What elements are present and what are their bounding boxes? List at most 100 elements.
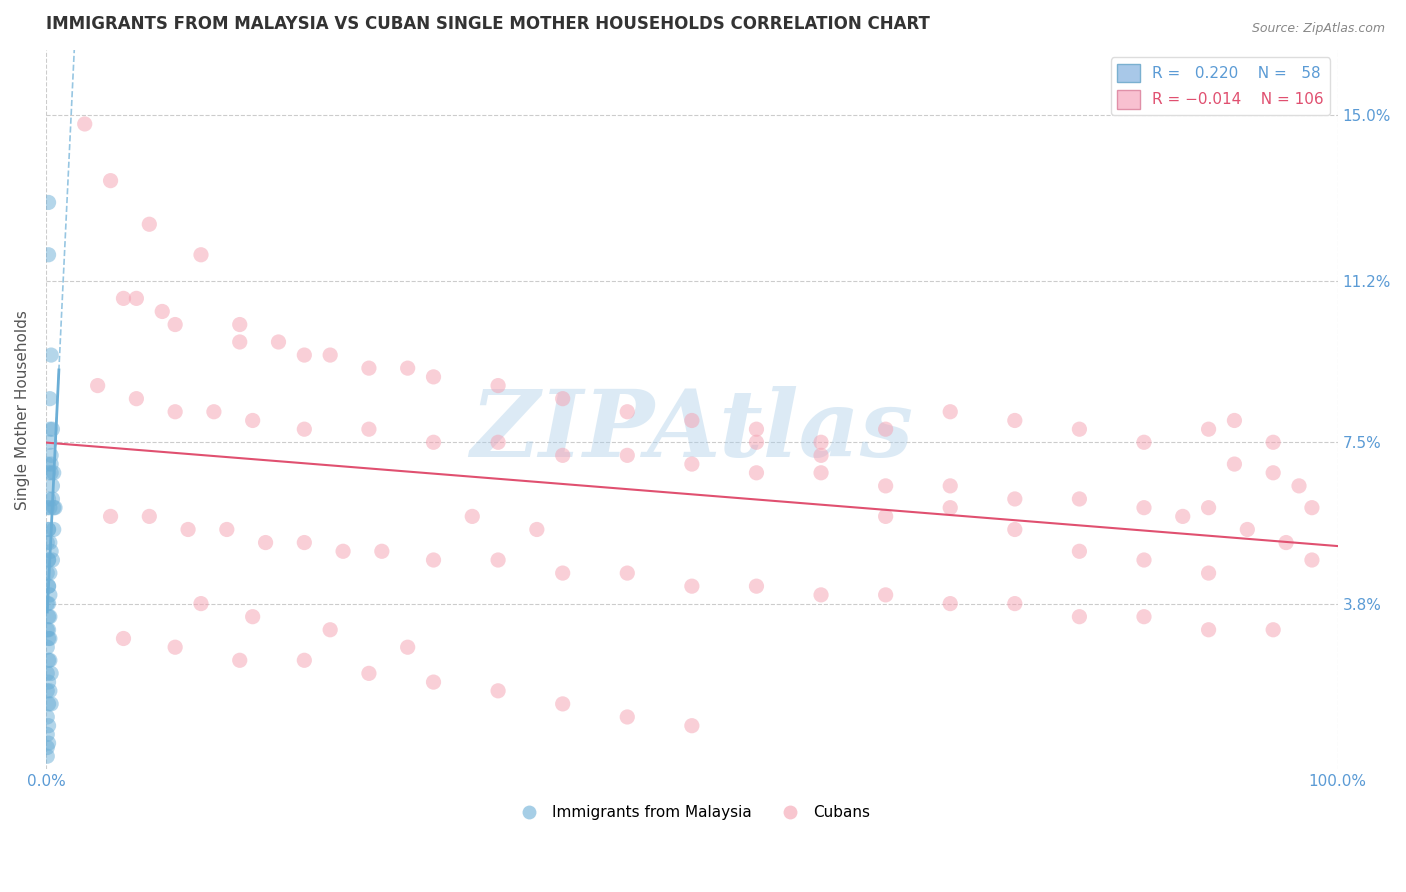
Point: [215, 523, 238, 537]
Point: [37, 683, 59, 698]
Point: [616, 566, 638, 580]
Point: [1069, 422, 1091, 436]
Point: [38, 675, 60, 690]
Point: [138, 509, 160, 524]
Point: [41, 422, 63, 436]
Point: [38, 632, 60, 646]
Point: [38, 588, 60, 602]
Y-axis label: Single Mother Households: Single Mother Households: [15, 310, 30, 509]
Point: [1236, 523, 1258, 537]
Point: [38, 719, 60, 733]
Point: [41, 553, 63, 567]
Point: [39, 697, 62, 711]
Point: [422, 675, 444, 690]
Point: [1198, 623, 1220, 637]
Point: [42, 523, 65, 537]
Point: [1288, 479, 1310, 493]
Point: [37, 566, 59, 580]
Point: [38, 535, 60, 549]
Point: [875, 479, 897, 493]
Point: [1171, 509, 1194, 524]
Point: [38, 466, 60, 480]
Point: [190, 248, 212, 262]
Point: [125, 292, 148, 306]
Point: [875, 509, 897, 524]
Point: [267, 334, 290, 349]
Point: [332, 544, 354, 558]
Point: [461, 509, 484, 524]
Legend: Immigrants from Malaysia, Cubans: Immigrants from Malaysia, Cubans: [508, 799, 876, 826]
Point: [37, 597, 59, 611]
Point: [37, 749, 59, 764]
Point: [37, 727, 59, 741]
Point: [745, 579, 768, 593]
Point: [551, 566, 574, 580]
Point: [42, 466, 65, 480]
Point: [38, 523, 60, 537]
Point: [38, 566, 60, 580]
Point: [38, 392, 60, 406]
Point: [357, 666, 380, 681]
Point: [38, 736, 60, 750]
Point: [37, 500, 59, 515]
Point: [1275, 535, 1298, 549]
Point: [1263, 435, 1285, 450]
Point: [1198, 422, 1220, 436]
Point: [371, 544, 394, 558]
Point: [38, 553, 60, 567]
Point: [38, 653, 60, 667]
Point: [1198, 500, 1220, 515]
Point: [422, 435, 444, 450]
Point: [810, 466, 832, 480]
Point: [39, 457, 62, 471]
Point: [38, 248, 60, 262]
Point: [745, 435, 768, 450]
Point: [486, 683, 509, 698]
Point: [38, 623, 60, 637]
Point: [1223, 457, 1246, 471]
Point: [38, 609, 60, 624]
Point: [1133, 435, 1156, 450]
Point: [939, 479, 962, 493]
Point: [292, 348, 315, 362]
Point: [357, 422, 380, 436]
Point: [37, 710, 59, 724]
Point: [229, 318, 252, 332]
Point: [616, 710, 638, 724]
Text: IMMIGRANTS FROM MALAYSIA VS CUBAN SINGLE MOTHER HOUSEHOLDS CORRELATION CHART: IMMIGRANTS FROM MALAYSIA VS CUBAN SINGLE…: [46, 15, 929, 33]
Point: [242, 609, 264, 624]
Point: [100, 174, 122, 188]
Point: [292, 422, 315, 436]
Point: [396, 640, 419, 655]
Point: [165, 318, 187, 332]
Point: [681, 413, 703, 427]
Point: [41, 491, 63, 506]
Point: [38, 500, 60, 515]
Point: [1198, 566, 1220, 580]
Point: [1223, 413, 1246, 427]
Point: [125, 392, 148, 406]
Point: [38, 632, 60, 646]
Point: [38, 579, 60, 593]
Point: [1004, 523, 1026, 537]
Point: [939, 500, 962, 515]
Point: [37, 623, 59, 637]
Point: [242, 413, 264, 427]
Text: ZIPAtlas: ZIPAtlas: [470, 386, 914, 476]
Point: [37, 457, 59, 471]
Point: [1301, 500, 1323, 515]
Point: [810, 448, 832, 462]
Point: [37, 666, 59, 681]
Point: [681, 719, 703, 733]
Point: [551, 392, 574, 406]
Point: [37, 535, 59, 549]
Point: [486, 435, 509, 450]
Point: [38, 683, 60, 698]
Point: [37, 640, 59, 655]
Point: [745, 466, 768, 480]
Point: [681, 579, 703, 593]
Point: [526, 523, 548, 537]
Point: [1263, 466, 1285, 480]
Point: [422, 553, 444, 567]
Point: [681, 457, 703, 471]
